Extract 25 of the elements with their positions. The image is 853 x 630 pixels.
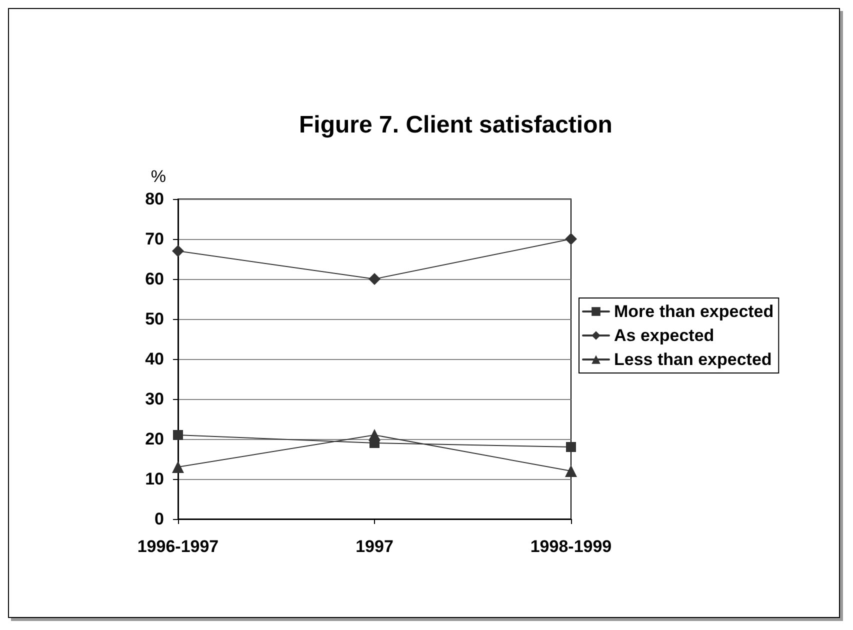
point	[565, 233, 577, 245]
x-tick-label: 1997	[356, 537, 394, 556]
x-tick-label: 1998-1999	[530, 537, 612, 556]
y-tick-label: 30	[145, 390, 164, 408]
y-tick-label: 0	[154, 510, 164, 528]
point	[173, 430, 183, 440]
chart-title: Figure 7. Client satisfaction	[299, 112, 612, 138]
point	[368, 429, 380, 441]
point	[368, 273, 380, 285]
y-tick-label: 10	[145, 470, 164, 488]
point	[565, 465, 577, 477]
y-tick-label: 50	[145, 310, 164, 328]
y-tick-label: 60	[145, 270, 164, 288]
x-tick-label: 1996-1997	[137, 537, 219, 556]
point	[566, 442, 576, 452]
legend-label: More than expected	[614, 302, 774, 321]
legend-label: Less than expected	[614, 350, 772, 369]
y-tick-label: 80	[145, 190, 164, 208]
y-axis-title: %	[150, 167, 166, 186]
y-tick-label: 20	[145, 430, 164, 448]
point	[172, 461, 184, 473]
y-tick-label: 40	[145, 350, 164, 368]
legend-label: As expected	[614, 326, 714, 345]
y-tick-label: 70	[145, 230, 164, 248]
point	[172, 245, 184, 257]
